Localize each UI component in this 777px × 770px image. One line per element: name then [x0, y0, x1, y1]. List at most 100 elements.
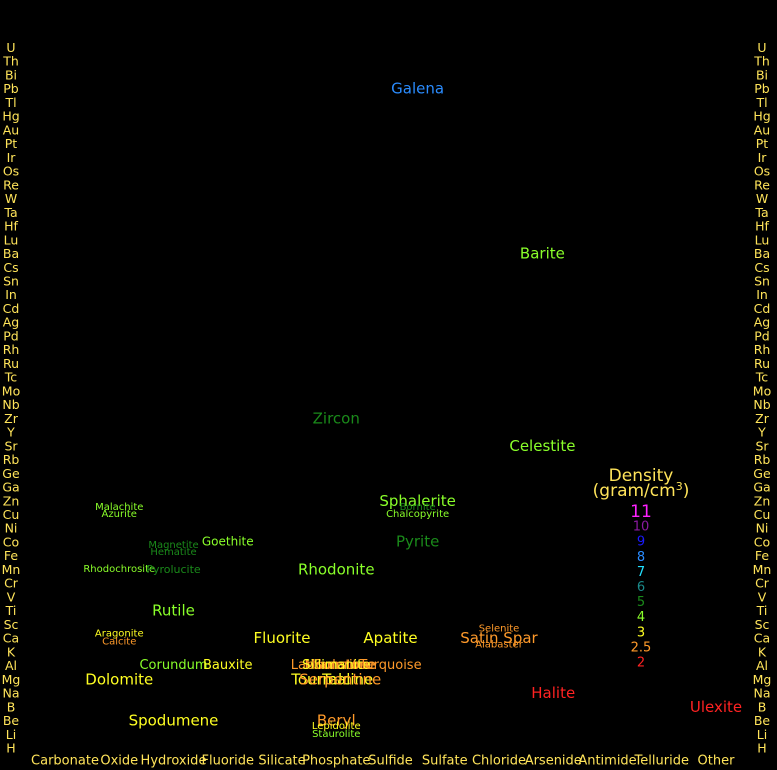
legend-level-label: 4 — [637, 610, 645, 625]
y-tick-label-right: Ni — [756, 521, 769, 536]
y-tick-label-left: Sr — [4, 438, 18, 453]
y-tick-label-left: Be — [3, 713, 20, 728]
y-tick-label-left: Rh — [3, 342, 20, 357]
legend-title-line2: (gram/cm3) — [593, 480, 690, 501]
y-tick-label-left: Fe — [4, 548, 19, 563]
y-tick-label-right: Na — [753, 686, 770, 701]
y-tick-label-left: Ba — [3, 246, 19, 261]
y-tick-label-left: Y — [6, 425, 15, 440]
y-tick-label-left: H — [6, 741, 15, 756]
x-tick-label: Fluoride — [202, 754, 255, 769]
y-tick-label-right: Rb — [754, 452, 771, 467]
y-tick-label-left: In — [5, 287, 17, 302]
y-tick-label-right: Ir — [758, 150, 768, 165]
y-axis-right: HLiBeBNaMgAlKCaScTiVCrMnFeCoNiCuZnGaGeRb… — [753, 40, 772, 756]
mineral-label: Beryl — [317, 712, 356, 730]
y-tick-label-right: Y — [757, 425, 766, 440]
y-tick-label-left: Na — [2, 686, 19, 701]
y-tick-label-right: Nb — [753, 397, 770, 412]
y-tick-label-left: B — [7, 699, 16, 714]
y-tick-label-right: Th — [753, 54, 770, 69]
mineral-label: Barite — [520, 245, 565, 263]
y-tick-label-right: Sr — [755, 438, 769, 453]
x-tick-label: Silicate — [258, 754, 305, 769]
x-tick-label: Arsenide — [525, 754, 582, 769]
y-tick-label-left: Au — [3, 122, 19, 137]
y-tick-label-right: H — [757, 741, 766, 756]
mineral-label: Satin Spar — [460, 629, 538, 647]
legend-level-label: 10 — [633, 520, 650, 535]
y-tick-label-right: Ca — [754, 631, 770, 646]
mineral-label: Rhodonite — [298, 560, 375, 578]
y-tick-label-left: Pt — [5, 136, 18, 151]
y-tick-label-right: Cu — [754, 507, 771, 522]
y-tick-label-left: Pb — [3, 81, 19, 96]
mineral-label: Ulexite — [690, 698, 742, 716]
y-tick-label-right: Cd — [754, 301, 771, 316]
y-tick-label-right: Zn — [754, 493, 771, 508]
mineral-label: Lepidolite — [312, 721, 361, 732]
mineral-label: Chalcopyrite — [386, 509, 449, 520]
y-axis-left: HLiBeBNaMgAlKCaScTiVCrMnFeCoNiCuZnGaGeRb… — [2, 40, 21, 756]
mineral-label: Moonstone — [305, 658, 376, 673]
y-tick-label-right: Fe — [755, 548, 770, 563]
mineral-label: Sunstone — [314, 658, 375, 673]
y-tick-label-right: Os — [754, 164, 770, 179]
y-tick-label-left: Tc — [4, 370, 18, 385]
y-tick-label-left: Sn — [3, 274, 19, 289]
y-tick-label-right: B — [758, 699, 767, 714]
y-tick-label-left: Zr — [4, 411, 19, 426]
y-tick-label-left: Cs — [3, 260, 18, 275]
y-tick-label-left: Nb — [2, 397, 19, 412]
x-tick-label: Telluride — [634, 754, 689, 769]
y-tick-label-left: U — [6, 40, 15, 55]
mineral-label: Tourmaline — [290, 670, 373, 688]
x-tick-label: Other — [698, 754, 736, 769]
y-tick-label-right: Cr — [755, 576, 770, 591]
y-tick-label-right: V — [758, 589, 767, 604]
mineral-label: Malachite — [95, 502, 143, 513]
mineral-label: Zircon — [313, 409, 360, 427]
y-tick-label-right: Mg — [753, 672, 772, 687]
y-tick-label-left: Ag — [3, 315, 20, 330]
y-tick-label-left: Re — [3, 177, 19, 192]
mineral-label: Corundum — [139, 658, 207, 673]
y-tick-label-left: K — [7, 644, 16, 659]
x-tick-label: Sulfate — [422, 754, 468, 769]
mineral-label: Dolomite — [85, 670, 153, 688]
y-tick-label-left: Rb — [3, 452, 20, 467]
mineral-label: Sillimanite — [302, 658, 370, 673]
y-tick-label-left: Zn — [3, 493, 20, 508]
y-tick-label-right: Ge — [753, 466, 771, 481]
mineral-label: Staurolite — [312, 729, 360, 740]
y-tick-label-left: W — [5, 191, 17, 206]
legend-level-label: 11 — [630, 502, 652, 522]
y-tick-label-left: Hg — [2, 109, 19, 124]
legend-level-label: 5 — [637, 595, 645, 610]
y-tick-label-right: Bi — [756, 67, 768, 82]
mineral-label: Sphalerite — [379, 492, 456, 510]
y-tick-label-left: Ti — [5, 603, 17, 618]
y-tick-label-left: Cd — [3, 301, 20, 316]
x-tick-label: Sulfide — [368, 754, 413, 769]
y-tick-label-right: Tc — [755, 370, 769, 385]
y-tick-label-left: Pd — [3, 328, 18, 343]
mineral-label: Turquoise — [358, 658, 421, 673]
mineral-label: Galena — [391, 80, 444, 98]
mineral-label: Pyrolucite — [146, 563, 201, 576]
y-tick-label-right: Ru — [754, 356, 770, 371]
y-tick-label-left: Mo — [2, 383, 20, 398]
mineral-label: Halite — [531, 684, 575, 702]
y-tick-label-right: Rh — [754, 342, 771, 357]
mineral-label: Hematite — [150, 547, 196, 558]
mineral-label: Selenite — [479, 624, 520, 635]
y-tick-label-left: Lu — [4, 232, 19, 247]
y-tick-label-right: Ga — [753, 480, 770, 495]
y-tick-label-left: Ge — [2, 466, 20, 481]
y-tick-label-right: Al — [756, 658, 768, 673]
y-tick-label-right: Ba — [754, 246, 770, 261]
legend-level-label: 3 — [637, 625, 645, 640]
y-tick-label-left: V — [7, 589, 16, 604]
